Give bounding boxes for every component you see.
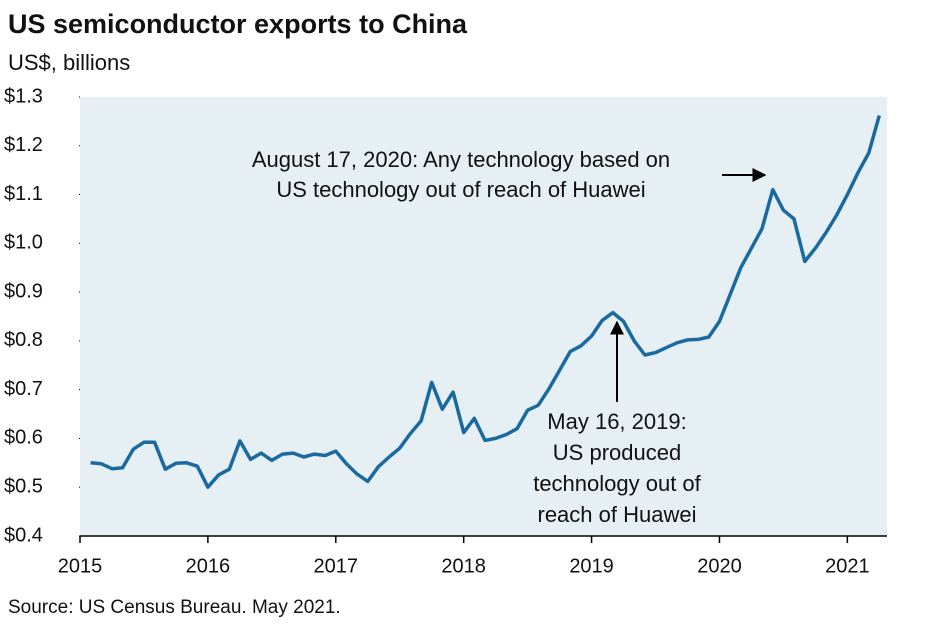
y-tick-label: $0.9 bbox=[4, 280, 43, 302]
y-tick-label: $1.1 bbox=[4, 183, 43, 205]
x-tick-label: 2019 bbox=[569, 555, 614, 577]
source: Source: US Census Bureau. May 2021. bbox=[8, 597, 341, 618]
annotation: technology out of bbox=[533, 471, 701, 496]
y-tick-label: $1.3 bbox=[4, 85, 43, 107]
x-tick-label: 2016 bbox=[186, 555, 231, 577]
y-tick-label: $0.8 bbox=[4, 329, 43, 351]
x-tick-label: 2015 bbox=[58, 555, 103, 577]
y-tick-label: $0.6 bbox=[4, 427, 43, 449]
x-tick-label: 2021 bbox=[825, 555, 870, 577]
annotation: reach of Huawei bbox=[538, 502, 697, 527]
y-tick-label: $0.7 bbox=[4, 378, 43, 400]
annotation: US produced bbox=[553, 440, 681, 465]
y-tick-label: $1.0 bbox=[4, 232, 43, 254]
chart-title: US semiconductor exports to China bbox=[8, 9, 468, 39]
x-tick-label: 2017 bbox=[314, 555, 359, 577]
y-tick-label: $0.5 bbox=[4, 476, 43, 498]
x-tick-label: 2018 bbox=[441, 555, 486, 577]
annotation: May 16, 2019: bbox=[547, 409, 686, 434]
x-tick-label: 2020 bbox=[697, 555, 742, 577]
annotation: August 17, 2020: Any technology based on bbox=[252, 147, 670, 172]
annotation: US technology out of reach of Huawei bbox=[276, 177, 645, 202]
chart-subtitle: US$, billions bbox=[8, 50, 130, 75]
y-tick-label: $1.2 bbox=[4, 134, 43, 156]
y-tick-label: $0.4 bbox=[4, 524, 43, 546]
line bbox=[90, 115, 881, 489]
